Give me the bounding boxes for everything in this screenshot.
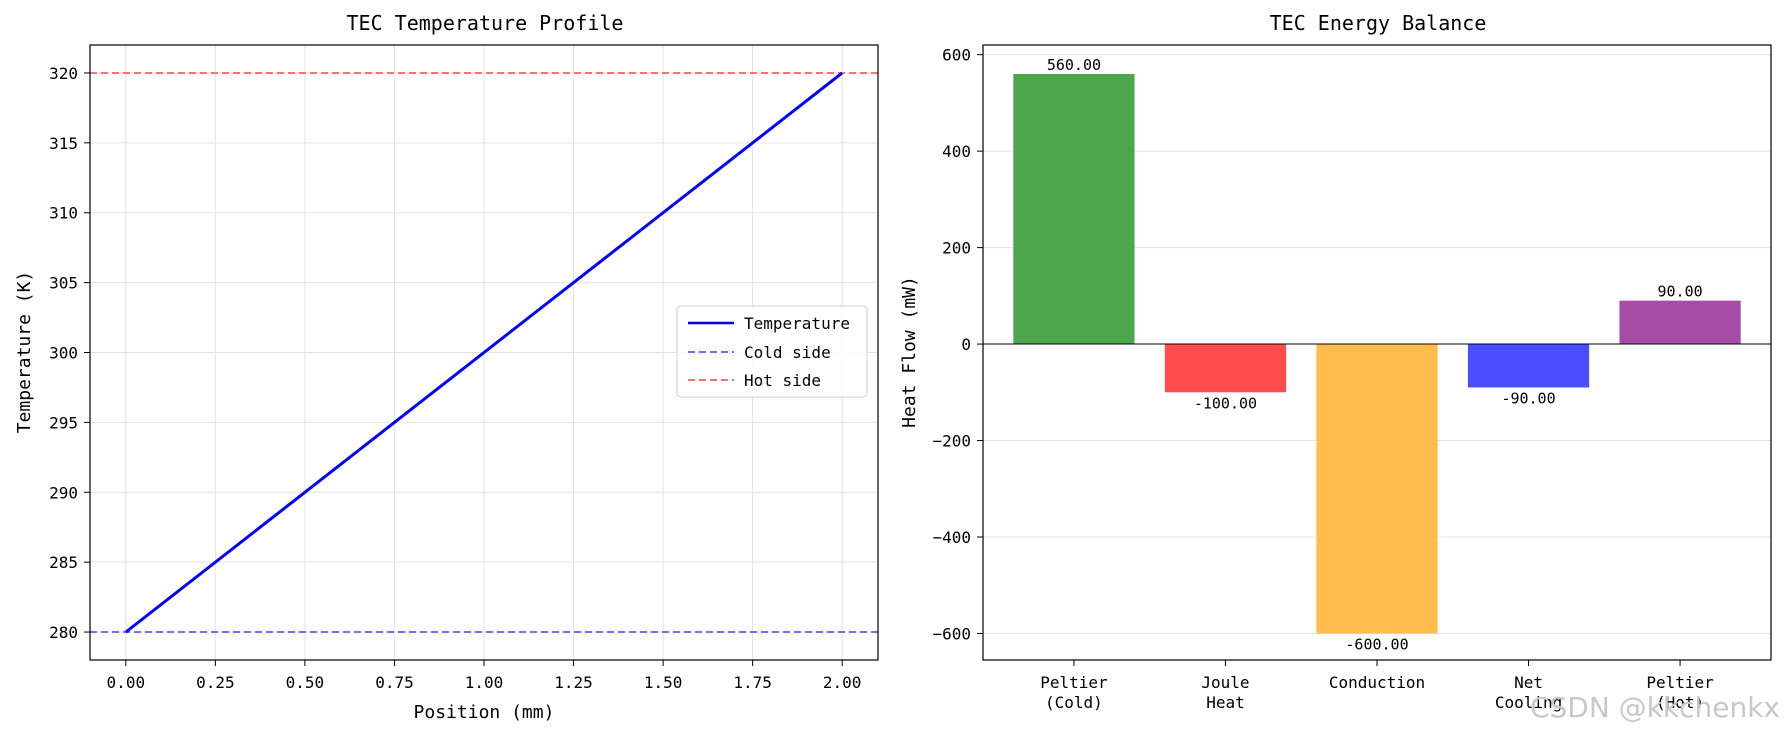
chart2-x-tick-label: Joule [1201, 673, 1249, 692]
chart1-x-tick-label: 0.00 [107, 673, 146, 692]
chart1-x-axis-label: Position (mm) [414, 702, 555, 723]
chart1-y-tick-label: 280 [49, 623, 78, 642]
chart1-y-tick-label: 290 [49, 483, 78, 502]
chart2-bar [1013, 73, 1135, 345]
chart2-bar-value-label: 560.00 [1047, 56, 1101, 74]
chart2-y-tick-label: 600 [942, 46, 971, 65]
chart1-series [124, 71, 844, 634]
chart2-x-tick-label: Conduction [1329, 673, 1425, 692]
chart1-x-tick-label: 1.00 [465, 673, 504, 692]
chart1-x-tick-label: 1.50 [644, 673, 683, 692]
temperature-profile-chart: TEC Temperature Profile 0.00 0.25 0.50 0.75… [14, 11, 879, 723]
chart1-y-tick-label: 320 [49, 64, 78, 83]
chart1-x-tick-label: 0.50 [286, 673, 325, 692]
chart2-x-tick-label: Peltier [1646, 673, 1714, 692]
chart1-series-temperature [124, 71, 844, 634]
chart2-x-tick-label: (Hot) [1656, 693, 1704, 712]
legend-frame [676, 305, 868, 398]
chart2-bars [1013, 73, 1741, 634]
legend-entry-cold-side: Cold side [744, 343, 831, 362]
chart2-y-tick-label: −600 [932, 624, 971, 643]
chart1-legend: Temperature Cold side Hot side [676, 305, 868, 398]
chart2-bar-value-label: 90.00 [1657, 283, 1702, 301]
chart1-x-tick-label: 2.00 [823, 673, 862, 692]
chart2-y-tick-label: 400 [942, 142, 971, 161]
chart1-title: TEC Temperature Profile [347, 11, 624, 35]
chart1-x-tick-label: 1.75 [733, 673, 772, 692]
chart2-x-tick-label: Net [1514, 673, 1543, 692]
chart2-y-axis-label: Heat Flow (mW) [899, 276, 920, 428]
chart1-x-tick-label: 0.75 [375, 673, 414, 692]
chart1-y-tick-label: 305 [49, 274, 78, 293]
legend-entry-hot-side: Hot side [744, 371, 821, 390]
chart2-y-ticks: −600 −400 −200 0 200 400 600 [932, 46, 983, 643]
chart2-x-tick-label: Heat [1206, 693, 1245, 712]
chart2-y-tick-label: −200 [932, 432, 971, 451]
chart1-y-tick-label: 315 [49, 134, 78, 153]
chart2-y-tick-label: 0 [961, 335, 971, 354]
chart2-bar [1619, 300, 1741, 345]
chart1-y-ticks: 280 285 290 295 300 305 310 315 320 [49, 64, 90, 642]
chart2-bar-value-label: -600.00 [1345, 635, 1408, 653]
chart2-bar [1164, 344, 1287, 393]
chart2-bar [1316, 344, 1438, 634]
chart2-y-tick-label: 200 [942, 239, 971, 258]
chart1-y-tick-label: 300 [49, 344, 78, 363]
chart1-x-tick-label: 0.25 [196, 673, 235, 692]
chart2-bar-value-label: -100.00 [1194, 394, 1257, 412]
chart1-y-tick-label: 285 [49, 553, 78, 572]
energy-balance-chart: TEC Energy Balance 560.00 -100.00 -600.00 -… [899, 11, 1772, 712]
chart2-y-tick-label: −400 [932, 528, 971, 547]
chart2-value-labels: 560.00 -100.00 -600.00 -90.00 90.00 [1047, 56, 1703, 654]
chart1-y-axis-label: Temperature (K) [14, 271, 35, 434]
chart1-x-tick-label: 1.25 [554, 673, 593, 692]
chart1-y-tick-label: 310 [49, 204, 78, 223]
chart1-y-tick-label: 295 [49, 413, 78, 432]
chart2-x-tick-label: Cooling [1495, 693, 1562, 712]
chart2-x-tick-label: (Cold) [1045, 693, 1103, 712]
legend-entry-temperature: Temperature [744, 314, 850, 333]
chart2-title: TEC Energy Balance [1270, 11, 1487, 35]
chart1-x-ticks: 0.00 0.25 0.50 0.75 1.00 1.25 1.50 1.75 2.00 [107, 660, 862, 692]
chart2-x-tick-label: Peltier [1040, 673, 1108, 692]
chart2-bar [1467, 344, 1590, 388]
watermark: CSDN @kkchenkx [1530, 691, 1780, 724]
chart2-bar-value-label: -90.00 [1501, 389, 1555, 407]
